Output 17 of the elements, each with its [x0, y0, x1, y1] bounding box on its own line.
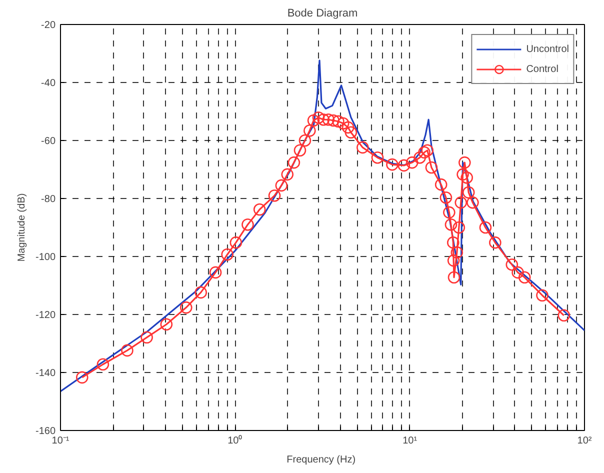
x-axis-title: Frequency (Hz): [286, 454, 356, 466]
x-tick-label: 10²: [577, 436, 592, 446]
y-tick-label: -120: [35, 310, 56, 321]
x-tick-label: 10¹: [402, 436, 418, 446]
y-tick-label: -160: [35, 426, 56, 437]
y-tick-label: -20: [41, 20, 56, 31]
chart-title: Bode Diagram: [287, 8, 358, 20]
y-tick-label: -80: [41, 194, 56, 205]
y-axis-title: Magnitude (dB): [16, 193, 28, 262]
x-tick-label: 10⁻¹: [52, 436, 70, 446]
legend-label: Control: [526, 64, 558, 74]
y-tick-label: -100: [35, 252, 56, 263]
x-tick-label: 10⁰: [228, 434, 243, 446]
legend-label: Uncontrol: [526, 44, 569, 54]
y-tick-label: -60: [41, 136, 56, 147]
y-tick-label: -40: [41, 78, 56, 89]
y-tick-label: -140: [35, 368, 56, 379]
